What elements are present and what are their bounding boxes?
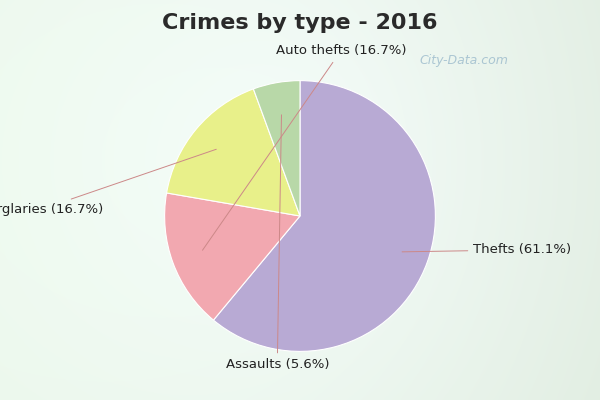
- Text: Burglaries (16.7%): Burglaries (16.7%): [0, 149, 216, 216]
- Text: Assaults (5.6%): Assaults (5.6%): [226, 115, 329, 372]
- Text: Auto thefts (16.7%): Auto thefts (16.7%): [202, 44, 406, 250]
- Wedge shape: [214, 81, 436, 351]
- Text: Thefts (61.1%): Thefts (61.1%): [402, 243, 571, 256]
- Text: City-Data.com: City-Data.com: [419, 54, 508, 67]
- Wedge shape: [167, 89, 300, 216]
- Title: Crimes by type - 2016: Crimes by type - 2016: [162, 13, 438, 33]
- Wedge shape: [164, 193, 300, 320]
- Wedge shape: [253, 81, 300, 216]
